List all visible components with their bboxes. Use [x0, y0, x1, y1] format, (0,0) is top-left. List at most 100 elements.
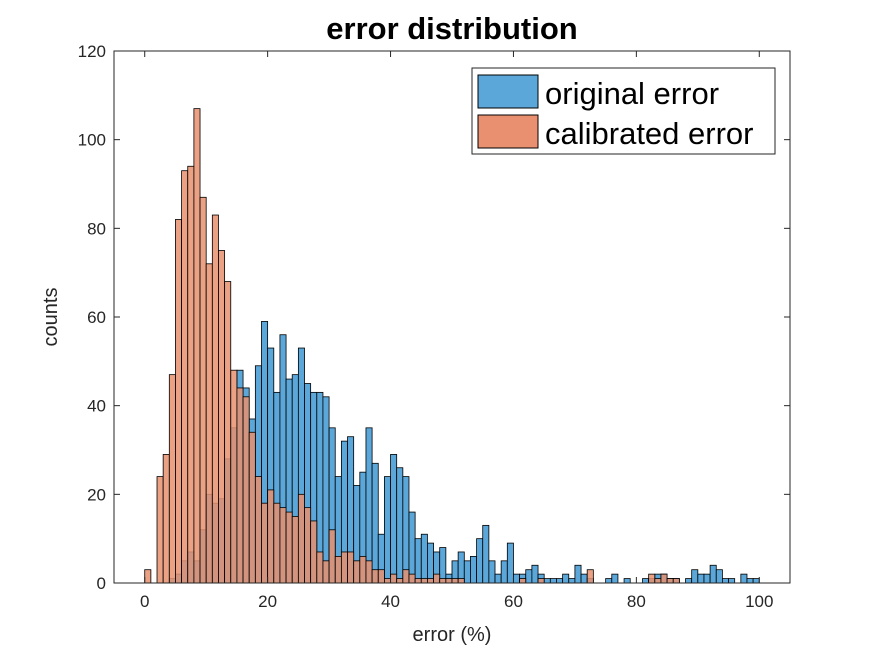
original-bar	[463, 560, 471, 584]
calibrated-bar	[156, 476, 164, 584]
y-tick-label: 80	[87, 219, 106, 238]
original-bar	[642, 578, 650, 584]
original-bar	[427, 542, 434, 584]
calibrated-bar	[660, 573, 668, 584]
calibrated-bar	[666, 578, 674, 584]
calibrated-bar	[457, 578, 465, 584]
calibrated-bar	[672, 578, 680, 584]
original-bar	[383, 476, 391, 584]
calibrated-bar	[230, 369, 238, 584]
original-bar	[476, 538, 484, 584]
original-bar	[371, 462, 379, 584]
calibrated-bar	[353, 560, 361, 584]
original-bar	[543, 578, 551, 584]
original-bar	[439, 547, 447, 584]
original-bar	[746, 578, 754, 584]
calibrated-bar	[193, 108, 201, 584]
calibrated-bar	[334, 556, 342, 584]
original-bar	[722, 578, 729, 584]
original-bar	[703, 573, 711, 584]
calibrated-bar	[328, 529, 336, 584]
y-tick-label: 60	[87, 308, 106, 327]
calibrated-bar	[322, 560, 330, 584]
calibrated-bar	[519, 578, 527, 584]
legend-label-original: original error	[545, 76, 719, 111]
original-bar	[740, 573, 748, 584]
original-bar	[580, 573, 588, 584]
calibrated-bar	[261, 502, 269, 584]
original-bar	[549, 578, 557, 584]
y-tick-label: 20	[87, 485, 106, 504]
x-tick-label: 40	[381, 592, 400, 611]
original-bar	[408, 511, 416, 584]
original-bar	[611, 573, 619, 584]
x-tick-label: 0	[140, 592, 149, 611]
y-tick-label: 100	[78, 131, 106, 150]
x-tick-label: 60	[504, 592, 523, 611]
calibrated-bar	[254, 476, 262, 584]
legend-swatch-calibrated	[477, 114, 539, 149]
calibrated-bar	[310, 520, 318, 584]
y-tick-label: 0	[97, 574, 106, 593]
x-tick-label: 80	[627, 592, 646, 611]
calibrated-bar	[451, 578, 459, 584]
calibrated-bar	[427, 578, 434, 584]
calibrated-bar	[279, 507, 287, 584]
original-bar	[531, 564, 539, 584]
calibrated-bar	[439, 578, 447, 584]
original-bar	[574, 564, 582, 584]
original-bar	[396, 467, 404, 584]
original-bar	[414, 538, 422, 584]
calibrated-bar	[371, 569, 379, 584]
calibrated-bar	[304, 507, 312, 584]
calibrated-bar	[291, 516, 299, 584]
calibrated-bar	[414, 578, 422, 584]
x-tick-label: 20	[258, 592, 277, 611]
original-bar	[365, 427, 373, 584]
original-bar	[420, 533, 428, 584]
original-bar	[500, 560, 508, 584]
calibrated-bar	[181, 170, 189, 584]
calibrated-bar	[175, 219, 182, 584]
calibrated-bar	[402, 569, 410, 584]
y-tick-label: 40	[87, 397, 106, 416]
calibrated-bar	[347, 551, 355, 584]
calibrated-bar	[205, 263, 213, 584]
calibrated-bar	[433, 573, 441, 584]
original-bar	[506, 542, 514, 584]
calibrated-bar	[383, 578, 391, 584]
calibrated-bar	[297, 493, 305, 584]
calibrated-bar	[267, 489, 275, 584]
y-tick-label: 120	[78, 42, 106, 61]
original-bar	[562, 573, 570, 584]
calibrated-bar	[236, 387, 244, 584]
original-bar	[488, 560, 496, 584]
x-tick-label: 100	[745, 592, 773, 611]
legend-swatch-original	[477, 74, 539, 109]
calibrated-bar	[396, 578, 404, 584]
original-bar	[470, 556, 477, 584]
calibrated-bar	[285, 511, 293, 584]
original-bar	[605, 578, 613, 584]
calibrated-bar	[316, 551, 324, 584]
calibrated-bar	[187, 165, 195, 584]
original-bar	[715, 569, 723, 584]
calibrated-bar	[242, 396, 250, 584]
original-bar	[390, 454, 398, 584]
original-bar	[691, 569, 699, 584]
calibrated-bar	[218, 250, 226, 584]
calibrated-bar	[273, 502, 281, 584]
calibrated-bar	[365, 560, 373, 584]
x-axis-label: error (%)	[413, 624, 492, 646]
calibrated-bar	[654, 578, 662, 584]
calibrated-bar	[377, 569, 385, 584]
calibrated-bar	[648, 573, 656, 584]
original-bar	[322, 396, 330, 584]
y-axis-label: counts	[40, 288, 62, 347]
original-bar	[709, 564, 717, 584]
calibrated-bar	[408, 573, 416, 584]
original-bar	[697, 573, 705, 584]
original-bar	[685, 578, 693, 584]
x-axis-ticks: 0 20 40 60 80 100	[140, 51, 773, 611]
